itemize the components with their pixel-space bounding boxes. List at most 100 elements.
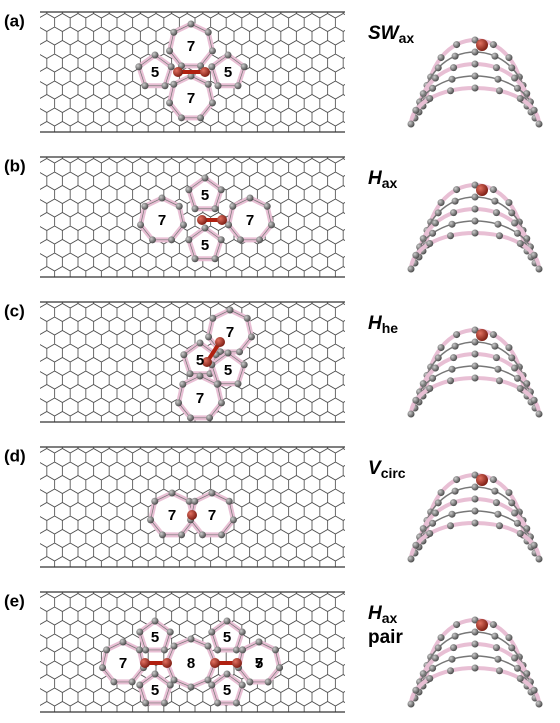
cap-atom — [490, 331, 497, 338]
cap-atom — [472, 629, 479, 636]
atom — [208, 682, 215, 689]
ring-size: 5 — [224, 362, 232, 379]
cap-atom — [438, 489, 445, 496]
cap-atom — [438, 344, 445, 351]
cap-atom — [412, 107, 419, 114]
cap-atom — [435, 64, 442, 71]
cap-atom — [517, 95, 524, 102]
cap-atom — [453, 186, 460, 193]
cap-atom — [472, 49, 479, 56]
atom — [208, 629, 215, 636]
atom — [159, 531, 166, 538]
atom — [205, 81, 212, 88]
ring-size: 7 — [119, 655, 127, 672]
cap-atom — [429, 665, 436, 672]
atom — [225, 52, 232, 59]
cap-atom — [531, 252, 538, 259]
atom — [170, 81, 177, 88]
cap-atom — [494, 511, 501, 518]
atom — [110, 678, 117, 685]
cap-atom — [493, 644, 500, 651]
cap-view — [408, 327, 543, 418]
cap-atom — [453, 41, 460, 48]
atom — [244, 315, 251, 322]
cap-atom — [438, 54, 445, 61]
cap-arc — [411, 523, 539, 559]
atom — [152, 52, 159, 59]
cap-atom — [429, 85, 436, 92]
atom — [227, 307, 234, 314]
atom — [214, 646, 221, 653]
cap-atom — [438, 634, 445, 641]
cap-atom — [453, 331, 460, 338]
cap-atom — [493, 499, 500, 506]
atom — [170, 29, 177, 36]
cap-atom — [472, 496, 479, 503]
cap-atom — [412, 687, 419, 694]
cap-atom — [472, 351, 479, 358]
cap-atom — [472, 230, 479, 237]
atom — [120, 639, 127, 646]
atom — [218, 236, 225, 243]
atom — [215, 82, 222, 89]
atom — [246, 678, 253, 685]
defect-name-sub: circ — [381, 465, 406, 481]
atom — [256, 639, 263, 646]
atom — [137, 221, 144, 228]
atom — [166, 47, 173, 54]
panel-label: (a) — [4, 11, 25, 30]
cap-atom — [452, 198, 459, 205]
atom — [239, 646, 246, 653]
atom — [272, 646, 279, 653]
atom — [166, 99, 173, 106]
cap-atom — [508, 499, 515, 506]
atom — [230, 516, 237, 523]
cap-atom — [426, 95, 433, 102]
atom — [161, 646, 168, 653]
cap-atom — [435, 354, 442, 361]
cap-atom — [472, 194, 479, 201]
atom — [225, 350, 232, 357]
cap-atom — [453, 621, 460, 628]
ring-size: 5 — [151, 64, 159, 81]
cap-atom — [447, 87, 454, 94]
atom — [276, 664, 283, 671]
cap-atom — [472, 375, 479, 382]
cap-atom — [491, 343, 498, 350]
ring-size: 7 — [158, 212, 166, 229]
atom — [233, 699, 240, 706]
cap-atom — [426, 530, 433, 537]
atom — [202, 175, 209, 182]
panel-label: (d) — [4, 446, 26, 465]
cap-atom — [508, 209, 515, 216]
cap-atom — [490, 186, 497, 193]
cap-atom — [432, 510, 439, 517]
cap-atom — [496, 667, 503, 674]
ring-size: 5 — [151, 629, 159, 646]
atom — [197, 373, 204, 380]
cap-atom — [491, 198, 498, 205]
cap-atom — [494, 221, 501, 228]
ring-size: 7 — [187, 38, 195, 55]
cap-atom — [472, 484, 479, 491]
defect-name-main: SW — [368, 23, 401, 44]
defect-name: Vcirc — [368, 458, 406, 481]
panel: 7557(a)SWax — [4, 11, 543, 132]
defect-atom — [232, 658, 242, 668]
cap-view — [408, 37, 543, 128]
cap-defect-atom — [476, 39, 488, 51]
cap-atom — [450, 354, 457, 361]
atom — [236, 348, 243, 355]
ring-size: 7 — [196, 390, 204, 407]
cap-atom — [432, 655, 439, 662]
ring-size: 5 — [196, 352, 204, 369]
atom — [241, 63, 248, 70]
cap-atom — [447, 377, 454, 384]
atom — [234, 380, 241, 387]
cap-atom — [472, 653, 479, 660]
ring-size: 5 — [224, 64, 232, 81]
panel: 5775(b)Hax — [4, 156, 543, 277]
cap-atom — [490, 621, 497, 628]
defect-name: Hax — [368, 168, 398, 191]
atom — [168, 63, 175, 70]
